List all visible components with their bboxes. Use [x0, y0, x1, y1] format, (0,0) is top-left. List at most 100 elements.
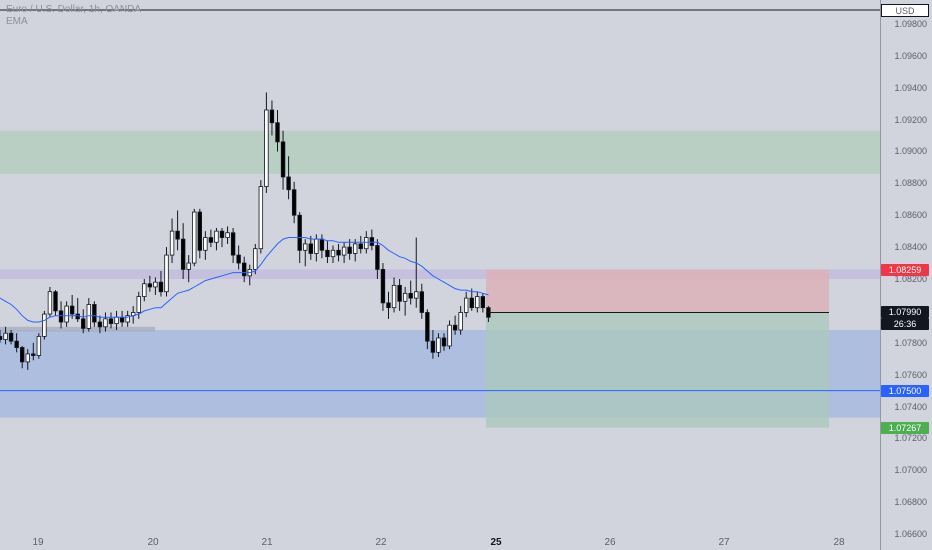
candle	[264, 109, 269, 187]
candle	[230, 232, 236, 256]
price-tick-label: 1.09200	[894, 114, 927, 125]
candle	[430, 340, 436, 353]
support-pad	[0, 326, 155, 332]
candle	[142, 283, 147, 297]
candle	[153, 281, 158, 288]
candle	[397, 284, 402, 302]
candle	[164, 254, 169, 293]
candle	[81, 318, 86, 329]
candle	[447, 324, 452, 347]
candle	[69, 305, 75, 315]
candle	[314, 238, 319, 254]
candle	[463, 297, 469, 313]
candle	[19, 347, 25, 363]
time-tick-label: 28	[833, 537, 845, 548]
candle	[458, 312, 463, 331]
price-tick-label: 1.09600	[894, 50, 927, 61]
symbol-title: Euro / U.S. Dollar, 1h, OANDA	[6, 4, 142, 15]
candle	[364, 237, 369, 250]
time-tick-label: 25	[490, 537, 502, 548]
candle	[31, 353, 36, 356]
price-tick-label: 1.09800	[894, 18, 927, 29]
resistance-band	[0, 269, 880, 279]
alert-price-badge: 1.07500	[881, 384, 929, 397]
candle	[402, 292, 408, 302]
candle	[375, 245, 380, 270]
target-zone	[486, 312, 829, 428]
candle	[180, 238, 186, 270]
candle	[208, 237, 214, 243]
candle	[269, 109, 275, 124]
price-tick-label: 1.08800	[894, 178, 927, 189]
price-tick-label: 1.06600	[894, 529, 927, 540]
candle	[380, 269, 386, 304]
currency-badge[interactable]: USD	[881, 4, 929, 17]
candle	[414, 291, 419, 299]
candle	[0, 335, 3, 340]
candle	[158, 281, 164, 293]
candle	[358, 243, 363, 250]
time-tick-label: 20	[147, 537, 159, 548]
candle	[203, 237, 208, 251]
stop-price-badge: 1.08259	[881, 263, 929, 276]
candle	[330, 249, 336, 258]
candle	[452, 324, 458, 331]
price-tick-label: 1.07000	[894, 465, 927, 476]
candle	[291, 189, 297, 216]
candle	[175, 230, 180, 240]
indicator-label: EMA	[6, 16, 28, 27]
price-tick-label: 1.08200	[894, 273, 927, 284]
time-tick-label: 19	[32, 537, 44, 548]
candle	[42, 313, 47, 337]
candle	[408, 292, 413, 299]
candle	[103, 318, 108, 328]
price-tick-label: 1.06800	[894, 497, 927, 508]
candle	[369, 237, 375, 246]
candle	[425, 312, 430, 342]
time-tick-label: 26	[604, 537, 616, 548]
candle	[225, 232, 230, 238]
price-tick-label: 1.09400	[894, 82, 927, 93]
candle	[241, 262, 247, 277]
candle	[97, 321, 103, 328]
candle	[92, 304, 97, 323]
time-tick-label: 22	[375, 537, 387, 548]
candle	[336, 249, 341, 256]
candle	[275, 122, 280, 143]
candle	[308, 243, 313, 254]
candle	[286, 176, 291, 191]
time-tick-label: 27	[718, 537, 730, 548]
candle	[114, 316, 119, 325]
candle	[53, 291, 58, 312]
candle	[441, 337, 447, 347]
price-tick-label: 1.07400	[894, 401, 927, 412]
candle	[469, 297, 474, 309]
candle	[475, 296, 480, 309]
price-tick-label: 1.08400	[894, 242, 927, 253]
chart-canvas[interactable]	[0, 0, 880, 550]
stop-zone	[486, 269, 829, 313]
candle	[214, 230, 219, 243]
candle	[219, 230, 225, 238]
ema-line	[0, 237, 489, 323]
candle	[303, 243, 308, 251]
candle	[8, 332, 14, 342]
candle	[186, 262, 191, 270]
candle	[236, 254, 241, 264]
last-price-badge: 1.07990	[881, 306, 929, 319]
candle	[119, 316, 125, 323]
candle	[192, 211, 197, 264]
candle	[47, 291, 53, 315]
candle	[147, 283, 153, 288]
target-price-badge: 1.07267	[881, 421, 929, 434]
candle	[58, 310, 64, 323]
time-tick-label: 21	[261, 537, 273, 548]
candle	[253, 248, 258, 270]
candle	[108, 318, 114, 325]
candle	[347, 246, 352, 254]
candle	[391, 284, 397, 309]
candle	[436, 337, 441, 353]
candle	[136, 296, 141, 313]
candle	[386, 302, 391, 309]
